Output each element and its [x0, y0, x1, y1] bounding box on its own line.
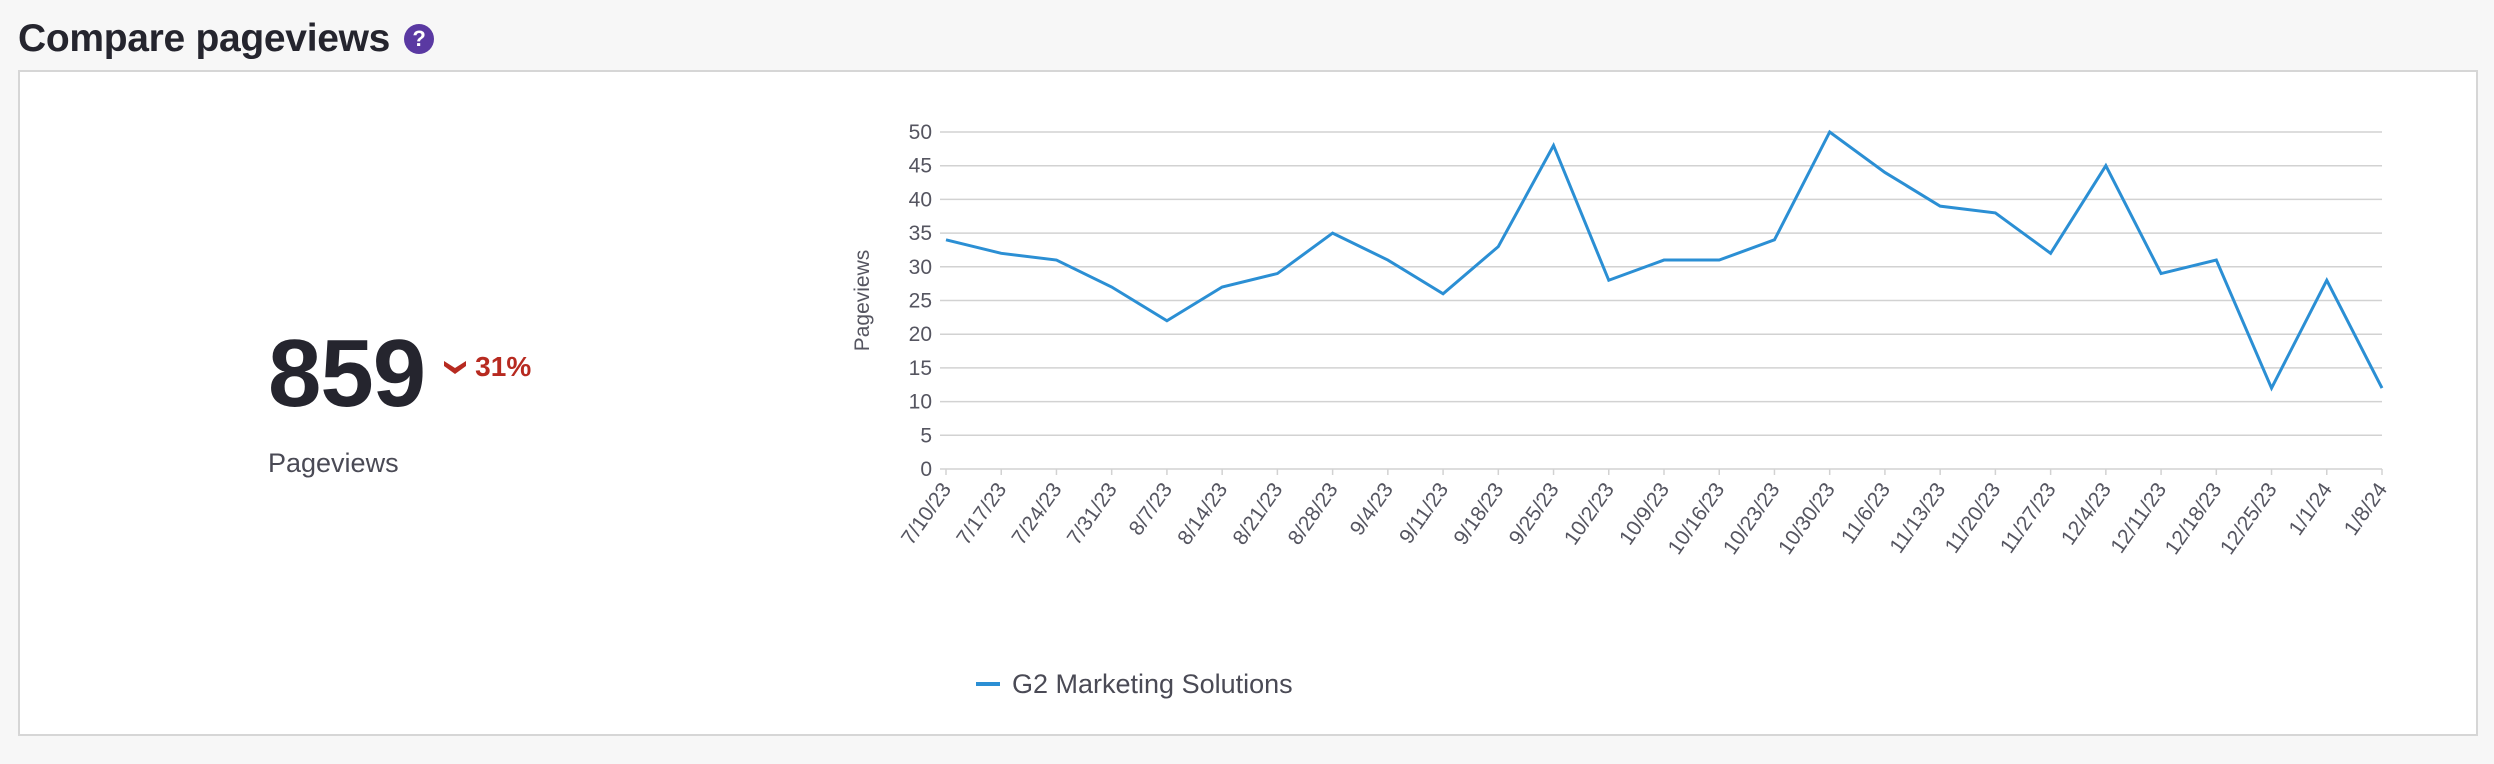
y-tick-label: 10: [909, 391, 932, 414]
x-tick-label: 11/13/23: [1885, 479, 1950, 558]
y-tick-label: 5: [920, 424, 932, 447]
pageviews-line-chart: 0 5 10 15 20 25 30 35 40 45 50 Pageviews 7/10/237/17…: [851, 121, 2393, 699]
y-tick-label: 35: [909, 222, 932, 245]
x-tick-label: 8/7/23: [1125, 479, 1177, 540]
x-tick-label: 11/6/23: [1837, 479, 1895, 548]
y-tick-label: 30: [909, 256, 932, 279]
x-tick-label: 8/14/23: [1173, 479, 1232, 550]
y-tick-label: 50: [909, 121, 932, 144]
y-tick-label: 25: [909, 290, 932, 313]
series-line: [945, 129, 2384, 392]
y-tick-label: 20: [909, 323, 932, 346]
delta-badge: 31%: [443, 351, 531, 383]
metric-label: Pageviews: [268, 448, 399, 478]
question-circle-icon[interactable]: ?: [404, 24, 435, 54]
x-tick-label: 7/10/23: [897, 479, 956, 550]
chevron-down-icon: [444, 361, 467, 374]
x-tick-label: 1/8/24: [2340, 478, 2393, 539]
x-tick-label: 8/21/23: [1228, 479, 1287, 550]
delta-percent: 31%: [475, 351, 532, 382]
y-tick-label: 45: [909, 155, 932, 178]
x-tick-label: 7/24/23: [1008, 479, 1067, 550]
x-tick-label: 12/4/23: [2057, 479, 2116, 550]
y-axis-label: Pageviews: [851, 250, 874, 352]
x-tick-label: 9/11/23: [1395, 479, 1453, 548]
x-tick-label: 10/2/23: [1560, 479, 1619, 550]
legend-label: G2 Marketing Solutions: [1012, 669, 1293, 699]
x-tick-label: 9/18/23: [1449, 479, 1508, 550]
x-tick-label: 11/20/23: [1941, 479, 2006, 558]
x-tick-label: 10/9/23: [1615, 479, 1674, 550]
x-tick-label: 8/28/23: [1284, 479, 1343, 550]
x-tick-label: 12/25/23: [2216, 479, 2282, 559]
x-tick-label: 7/17/23: [952, 479, 1011, 550]
x-tick-label: 7/31/23: [1063, 479, 1122, 550]
y-tick-label: 15: [909, 357, 932, 380]
x-tick-label: 9/4/23: [1346, 479, 1398, 540]
x-tick-label: 10/30/23: [1774, 479, 1840, 559]
y-tick-label: 40: [909, 188, 932, 211]
page-title: Compare pageviews: [18, 17, 391, 60]
pageviews-total: 859: [268, 320, 426, 427]
section-header: Compare pageviews ?: [18, 14, 435, 64]
pageviews-card: 859 31% Pageviews 0 5 10 15 20 25 30 35 40 45 50 Pa…: [18, 70, 2478, 736]
x-tick-label: 1/1/24: [2285, 478, 2338, 539]
y-tick-label: 0: [920, 458, 932, 481]
metric-summary: 859 31% Pageviews: [268, 326, 531, 479]
x-tick-label: 9/25/23: [1505, 479, 1564, 550]
x-tick-label: 11/27/23: [1996, 479, 2061, 558]
